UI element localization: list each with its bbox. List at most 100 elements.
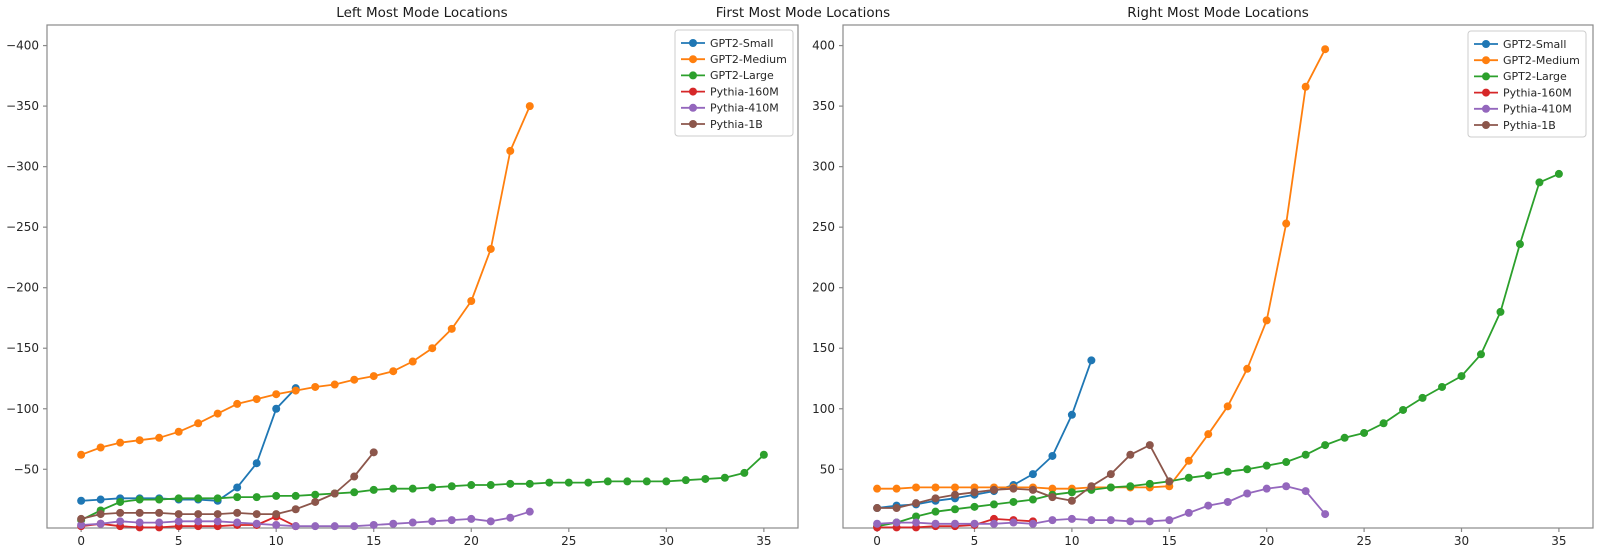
x-tick-label: 30: [659, 534, 674, 548]
data-point-Pythia-1B: [892, 504, 901, 513]
legend-label: GPT2-Large: [1503, 70, 1567, 83]
data-point-GPT2-Medium: [525, 102, 534, 111]
y-tick-label: −200: [6, 281, 39, 295]
data-point-GPT2-Large: [467, 481, 476, 490]
data-point-GPT2-Medium: [1223, 402, 1232, 411]
series-GPT2-Large: [77, 450, 768, 525]
axes-frame: [842, 24, 1594, 529]
data-point-GPT2-Large: [1340, 433, 1349, 442]
x-tick-label: 20: [464, 534, 479, 548]
data-point-GPT2-Large: [1243, 465, 1252, 474]
data-point-GPT2-Large: [623, 477, 632, 486]
data-point-GPT2-Large: [759, 450, 768, 459]
x-tick-label: 5: [175, 534, 183, 548]
legend-item-GPT2-Large: GPT2-Large: [1474, 70, 1567, 83]
data-point-GPT2-Large: [213, 494, 222, 503]
data-point-GPT2-Large: [194, 494, 203, 503]
series-line-Pythia-410M: [81, 510, 531, 528]
data-point-GPT2-Medium: [1262, 316, 1271, 325]
data-point-GPT2-Medium: [1282, 219, 1291, 228]
data-point-GPT2-Large: [603, 477, 612, 486]
data-point-Pythia-410M: [892, 518, 901, 527]
data-point-Pythia-410M: [1106, 516, 1115, 525]
x-tick-label: 10: [269, 534, 284, 548]
data-point-GPT2-Large: [1476, 350, 1485, 359]
data-point-Pythia-410M: [96, 519, 105, 528]
x-tick-label: 0: [873, 534, 881, 548]
data-point-GPT2-Large: [740, 468, 749, 477]
data-point-Pythia-1B: [213, 510, 222, 519]
data-point-GPT2-Medium: [447, 324, 456, 333]
data-point-GPT2-Large: [1360, 428, 1369, 437]
data-point-Pythia-1B: [116, 508, 125, 517]
data-point-Pythia-1B: [970, 488, 979, 497]
data-point-Pythia-1B: [77, 514, 86, 523]
data-point-GPT2-Large: [1067, 488, 1076, 497]
data-point-Pythia-1B: [912, 499, 921, 508]
y-tick-label: 100: [812, 402, 835, 416]
data-point-Pythia-1B: [1106, 470, 1115, 479]
data-point-Pythia-410M: [408, 518, 417, 527]
y-tick-label: −150: [6, 341, 39, 355]
data-point-GPT2-Large: [970, 502, 979, 511]
data-point-GPT2-Large: [525, 479, 534, 488]
data-point-GPT2-Medium: [912, 483, 921, 492]
data-point-Pythia-410M: [467, 514, 476, 523]
data-point-Pythia-410M: [1087, 516, 1096, 525]
legend-dot-marker-icon: [689, 71, 697, 80]
axes-frame: [46, 24, 799, 529]
data-point-GPT2-Large: [1184, 473, 1193, 482]
series-GPT2-Medium: [873, 45, 1330, 493]
x-tick-label: 35: [1551, 534, 1566, 548]
data-point-GPT2-Large: [989, 500, 998, 509]
data-point-Pythia-1B: [873, 504, 882, 513]
data-point-GPT2-Large: [564, 478, 573, 487]
y-tick-label: 50: [820, 462, 835, 476]
data-point-GPT2-Large: [642, 477, 651, 486]
data-point-Pythia-410M: [1301, 487, 1310, 496]
data-point-GPT2-Large: [720, 473, 729, 482]
legend-dot-marker-icon: [689, 103, 697, 112]
data-point-Pythia-1B: [1009, 484, 1018, 493]
data-point-GPT2-Medium: [931, 483, 940, 492]
left-chart-title: Left Most Mode Locations: [336, 5, 508, 21]
data-point-Pythia-1B: [1048, 493, 1057, 502]
data-point-GPT2-Medium: [233, 399, 242, 408]
data-point-Pythia-1B: [155, 508, 164, 517]
data-point-Pythia-410M: [486, 517, 495, 526]
data-point-GPT2-Large: [1535, 178, 1544, 187]
x-tick-label: 10: [1064, 534, 1079, 548]
legend-label: Pythia-160M: [710, 85, 779, 98]
data-point-GPT2-Medium: [506, 146, 515, 155]
y-tick-label: 400: [812, 39, 835, 53]
y-tick-label: −300: [6, 160, 39, 174]
data-point-Pythia-1B: [233, 508, 242, 517]
data-point-GPT2-Large: [116, 497, 125, 506]
data-point-Pythia-1B: [1145, 441, 1154, 450]
legend-label: GPT2-Large: [710, 69, 774, 82]
data-point-GPT2-Large: [350, 488, 359, 497]
data-point-GPT2-Medium: [1184, 456, 1193, 465]
data-point-GPT2-Small: [233, 483, 242, 492]
data-point-GPT2-Small: [252, 459, 261, 468]
data-point-Pythia-1B: [1067, 496, 1076, 505]
data-point-Pythia-410M: [1145, 517, 1154, 526]
data-point-Pythia-410M: [1243, 489, 1252, 498]
data-point-Pythia-410M: [970, 519, 979, 528]
data-point-GPT2-Small: [1087, 356, 1096, 365]
data-point-Pythia-410M: [1009, 518, 1018, 527]
data-point-GPT2-Large: [1438, 382, 1447, 391]
data-point-Pythia-410M: [389, 519, 398, 528]
data-point-GPT2-Small: [77, 496, 86, 505]
legend: GPT2-Small GPT2-Medium GPT2-Large Pythia-16…: [674, 29, 794, 137]
data-point-GPT2-Large: [155, 495, 164, 504]
y-tick-label: 350: [812, 99, 835, 113]
data-point-GPT2-Large: [174, 494, 183, 503]
legend-dot-marker-icon: [689, 87, 697, 96]
data-point-Pythia-410M: [506, 513, 515, 522]
data-point-Pythia-1B: [1165, 477, 1174, 486]
data-point-GPT2-Medium: [389, 367, 398, 376]
data-point-GPT2-Large: [486, 481, 495, 490]
data-point-GPT2-Medium: [213, 409, 222, 418]
data-point-Pythia-1B: [350, 472, 359, 481]
